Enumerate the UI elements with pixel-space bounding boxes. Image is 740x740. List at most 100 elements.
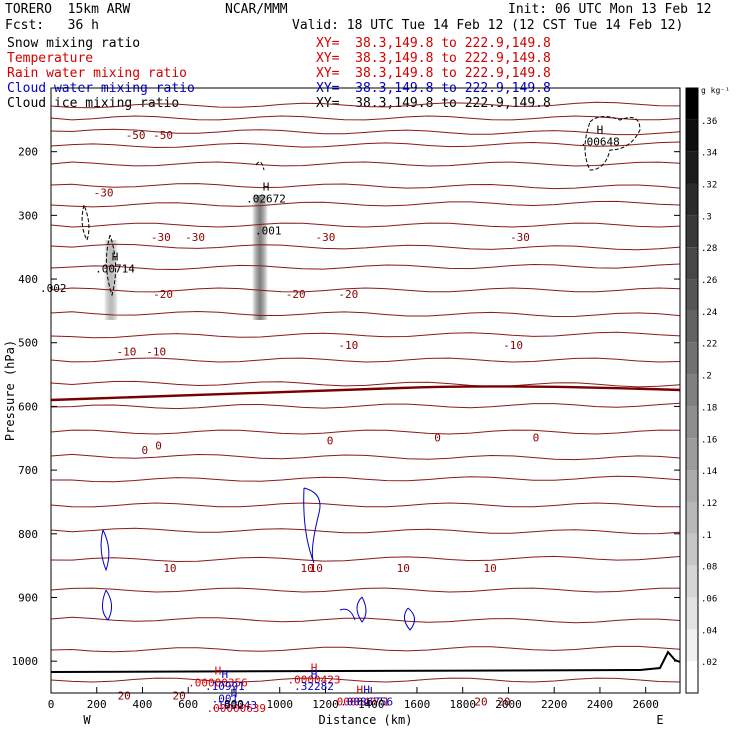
- maximum-value: .00000639: [206, 702, 266, 715]
- temperature-label: -10: [338, 339, 358, 352]
- temperature-contour: [50, 527, 681, 535]
- maximum-marker: H: [112, 251, 119, 264]
- temperature-label: -10: [146, 345, 166, 358]
- colorbar-swatch: [686, 629, 698, 662]
- colorbar-swatch: [686, 597, 698, 630]
- x-tick-label: 1000: [266, 698, 293, 711]
- temperature-label: -50: [153, 129, 173, 142]
- y-axis-title: Pressure (hPa): [3, 340, 17, 441]
- init-time: Init: 06 UTC Mon 13 Feb 12: [508, 2, 712, 17]
- colorbar-frame: [685, 87, 699, 694]
- forecast-hour: Fcst: 36 h: [5, 18, 99, 33]
- temperature-label: -20: [338, 288, 358, 301]
- maximum-value: .02672: [246, 193, 286, 206]
- colorbar-tick-label: .16: [701, 435, 717, 445]
- y-tick-label: 400: [18, 273, 38, 286]
- valid-time: Valid: 18 UTC Tue 14 Feb 12 (12 CST Tue …: [292, 18, 684, 33]
- maximum-value: .00004071: [330, 696, 390, 709]
- maximum-marker: H: [363, 684, 370, 697]
- x-tick-label: 1400: [358, 698, 385, 711]
- x-tick-label: 1200: [312, 698, 339, 711]
- colorbar-swatch: [686, 470, 698, 502]
- temperature-contour: [50, 453, 681, 461]
- temperature-contour: [50, 183, 681, 190]
- colorbar-unit: g kg⁻¹: [701, 86, 730, 95]
- plot-frame: [50, 87, 681, 694]
- cloud-water-contour: [303, 487, 321, 564]
- temperature-label: 10: [397, 562, 410, 575]
- colorbar-tick-label: .02: [701, 658, 717, 668]
- x-tick-label: 2400: [587, 698, 614, 711]
- field-cloudwater-label: Cloud water mixing ratio: [7, 81, 195, 96]
- temperature-label: 0: [155, 440, 162, 453]
- colorbar-tick-label: .04: [701, 626, 717, 636]
- maximum-value: .001: [212, 693, 239, 706]
- colorbar-tick-label: .3: [701, 212, 712, 222]
- snow-shading: [104, 240, 118, 320]
- maximum-value: .199243: [211, 699, 257, 712]
- maximum-value: .00714: [95, 263, 135, 276]
- temperature-contour: [50, 115, 681, 121]
- maximum-value: .00000356: [188, 677, 248, 690]
- cloud-water-contour: [100, 529, 110, 572]
- maximum-value: .0000423: [288, 673, 341, 686]
- x-tick-label: 0: [48, 698, 55, 711]
- x-tick-label: 1800: [449, 698, 476, 711]
- temperature-label: -50: [126, 129, 146, 142]
- temperature-label: 0: [434, 431, 441, 444]
- colorbar-tick-label: .24: [701, 308, 717, 318]
- maximum-marker: H: [311, 668, 318, 681]
- temperature-contour: [50, 502, 680, 508]
- freezing-level-contour: [50, 385, 681, 402]
- colorbar-swatch: [686, 88, 698, 120]
- field-temperature-xy: XY= 38.3,149.8 to 222.9,149.8: [316, 51, 551, 66]
- x-tick-label: 1600: [404, 698, 431, 711]
- colorbar-swatch: [686, 533, 698, 566]
- temperature-label: 10: [310, 562, 323, 575]
- colorbar-swatch: [686, 183, 698, 216]
- temperature-contour: [50, 555, 681, 563]
- x-tick-label: 2000: [495, 698, 522, 711]
- x-tick-label: 600: [178, 698, 198, 711]
- model-title: TORERO 15km ARW: [5, 2, 131, 17]
- temperature-contour: [50, 243, 681, 251]
- y-tick-label: 1000: [12, 655, 39, 668]
- maximum-value: .002: [40, 282, 67, 295]
- temperature-label: -30: [316, 231, 336, 244]
- temperature-contour: [50, 357, 681, 363]
- temperature-label: -20: [153, 288, 173, 301]
- colorbar-swatch: [686, 661, 698, 693]
- y-tick-label: 300: [18, 209, 38, 222]
- temperature-label: -30: [94, 186, 114, 199]
- temperature-label: -30: [510, 231, 530, 244]
- terrain-line: [50, 650, 681, 673]
- field-rain-xy: XY= 38.3,149.8 to 222.9,149.8: [316, 66, 551, 81]
- temperature-contour: [50, 380, 681, 388]
- colorbar-tick-label: .26: [701, 276, 717, 286]
- temperature-label: 0: [141, 444, 148, 457]
- maximum-marker: H: [222, 668, 229, 681]
- y-tick-label: 600: [18, 400, 38, 413]
- temperature-contour: [50, 200, 681, 208]
- colorbar-tick-label: .14: [701, 467, 717, 477]
- temperature-contour: [50, 429, 681, 435]
- x-tick-label: 400: [133, 698, 153, 711]
- cloud-ice-contour: [584, 116, 641, 171]
- colorbar-tick-label: .06: [701, 594, 717, 604]
- temperature-contour: [50, 141, 681, 149]
- maximum-marker: H: [597, 123, 604, 136]
- colorbar-swatch: [686, 565, 698, 598]
- colorbar-swatch: [686, 215, 698, 248]
- temperature-label: 20: [497, 696, 510, 709]
- temperature-label: 0: [533, 431, 540, 444]
- west-label: W: [83, 713, 91, 727]
- colorbar-tick-label: .18: [701, 403, 717, 413]
- colorbar-tick-label: .28: [701, 244, 717, 254]
- x-axis-title: Distance (km): [319, 713, 413, 727]
- colorbar-swatch: [686, 438, 698, 471]
- cloud-water-contour: [356, 596, 367, 623]
- colorbar-swatch: [686, 342, 698, 375]
- temperature-contour: [50, 402, 681, 410]
